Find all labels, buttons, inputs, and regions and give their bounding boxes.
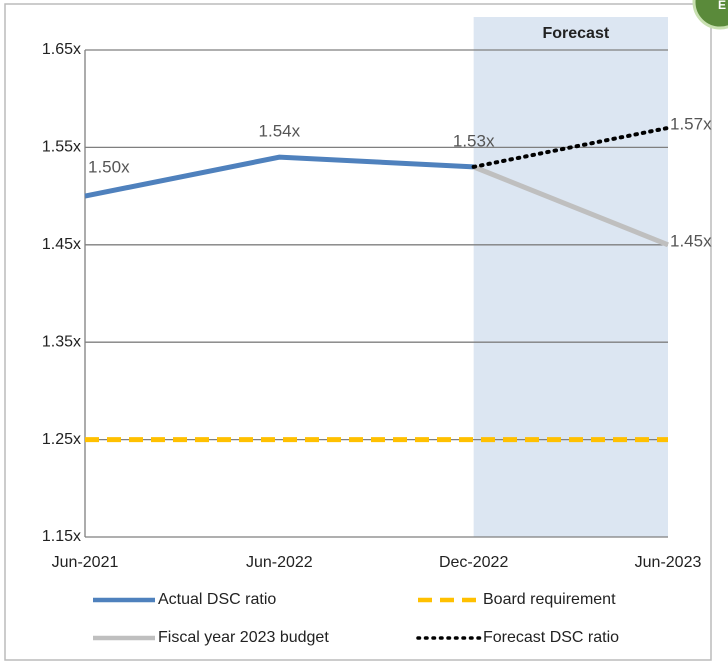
series-line <box>472 164 669 248</box>
series-line <box>84 154 474 199</box>
x-tick-label: Dec-2022 <box>439 554 508 571</box>
plot: Forecast 1.15x 1.25x 1.35x 1.45x 1.55x 1.65x Ju… <box>42 0 728 646</box>
legend-label: Actual DSC ratio <box>158 591 276 608</box>
y-tick-label: 1.35x <box>42 333 81 350</box>
x-tick-label: Jun-2023 <box>635 554 702 571</box>
data-label: 1.53x <box>453 131 495 150</box>
data-label: 1.54x <box>259 122 301 141</box>
legend-label: Fiscal year 2023 budget <box>158 629 329 646</box>
y-tick-label: 1.55x <box>42 139 81 156</box>
series-line <box>471 125 670 169</box>
y-tick-label: 1.45x <box>42 236 81 253</box>
y-tick-label: 1.65x <box>42 41 81 58</box>
data-label: 1.45x <box>670 231 712 250</box>
x-tick-label: Jun-2022 <box>246 554 313 571</box>
badge <box>692 0 728 30</box>
y-tick-label: 1.15x <box>42 528 81 545</box>
legend-label: Board requirement <box>483 591 616 608</box>
legend-label: Forecast DSC ratio <box>483 629 619 646</box>
chart-border <box>4 3 712 661</box>
forecast-region <box>473 17 668 537</box>
y-tick-label: 1.25x <box>42 431 81 448</box>
x-tick-label: Jun-2021 <box>52 554 119 571</box>
data-label: 1.50x <box>88 158 130 177</box>
badge-label: E <box>718 0 726 12</box>
data-label: 1.57x <box>670 114 712 133</box>
region-label: Forecast <box>542 25 609 42</box>
